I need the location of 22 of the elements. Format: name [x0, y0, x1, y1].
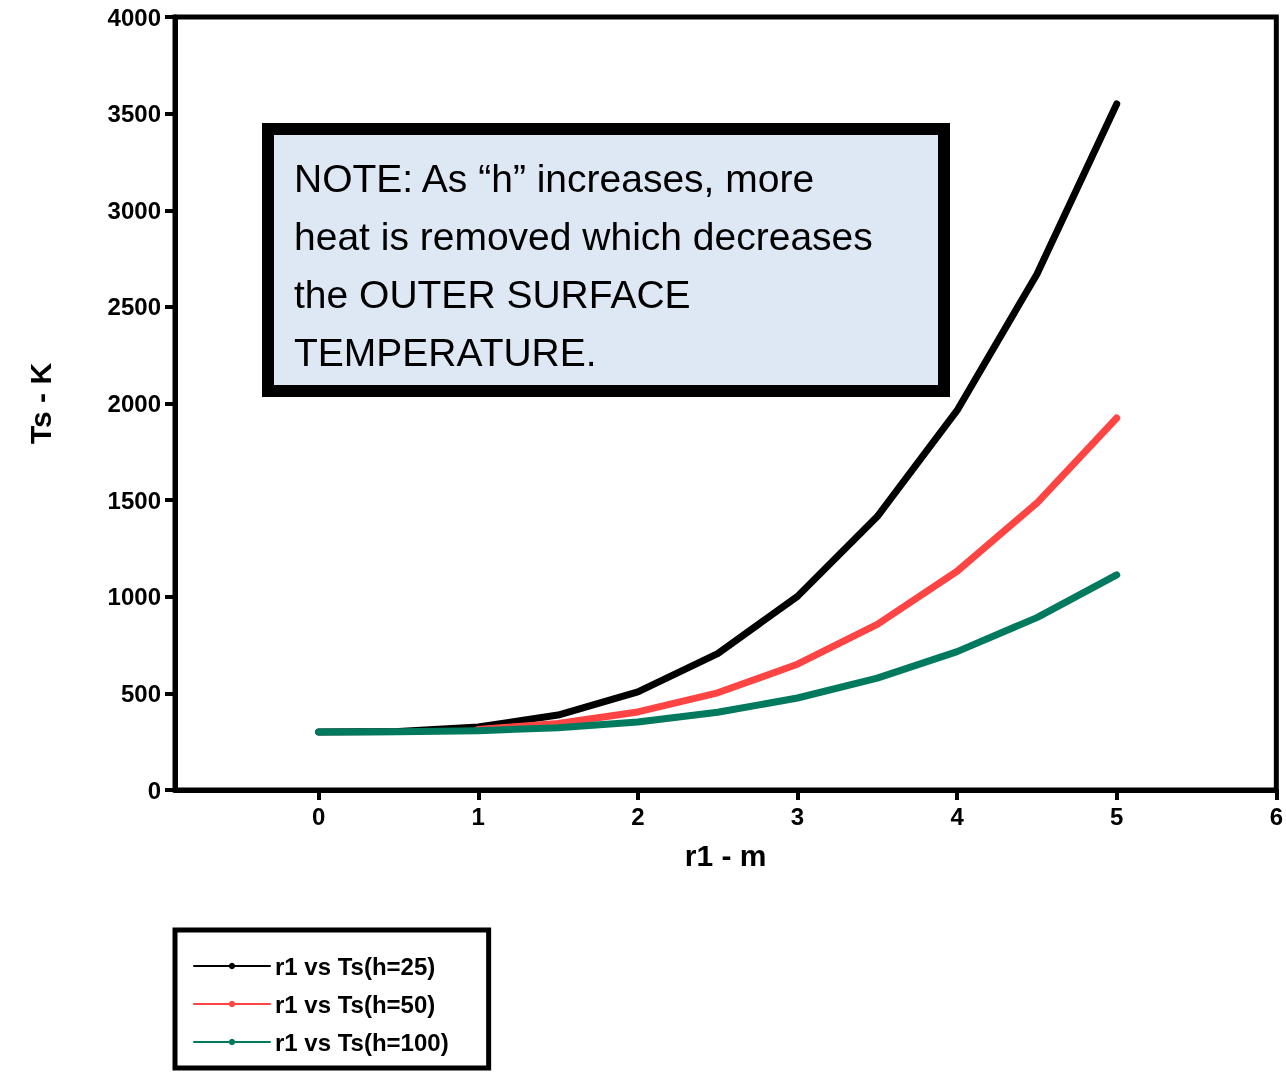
y-tick-label: 500 — [120, 679, 161, 707]
y-tick-label: 1000 — [107, 583, 161, 611]
y-tick-label: 4000 — [107, 3, 161, 31]
y-tick-label: 3000 — [107, 196, 161, 224]
x-tick-label: 5 — [1110, 802, 1124, 830]
x-tick-label: 1 — [471, 802, 485, 830]
x-tick-label: 6 — [1269, 802, 1284, 830]
annotation: NOTE: As “h” increases, more heat is removed which decreases the OUTER SURFACE TEMPERATURE. — [294, 156, 884, 374]
legend-label: r1 vs Ts(h=50) — [275, 990, 436, 1018]
y-axis-title: Ts - K — [23, 362, 57, 445]
y-tick-label: 2500 — [107, 293, 161, 321]
legend-label: r1 vs Ts(h=25) — [275, 952, 436, 980]
legend-label: r1 vs Ts(h=100) — [275, 1028, 449, 1056]
x-tick-label: 4 — [950, 802, 965, 830]
x-tick-label: 3 — [790, 802, 805, 830]
y-tick-label: 2000 — [107, 390, 161, 417]
x-axis-title: r1 - m — [684, 838, 767, 872]
y-tick-label: 3500 — [107, 100, 161, 128]
y-tick-label: 1500 — [107, 486, 161, 514]
y-tick-label: 0 — [147, 776, 161, 804]
x-tick-label: 2 — [631, 802, 645, 830]
x-tick-label: 0 — [311, 802, 326, 830]
